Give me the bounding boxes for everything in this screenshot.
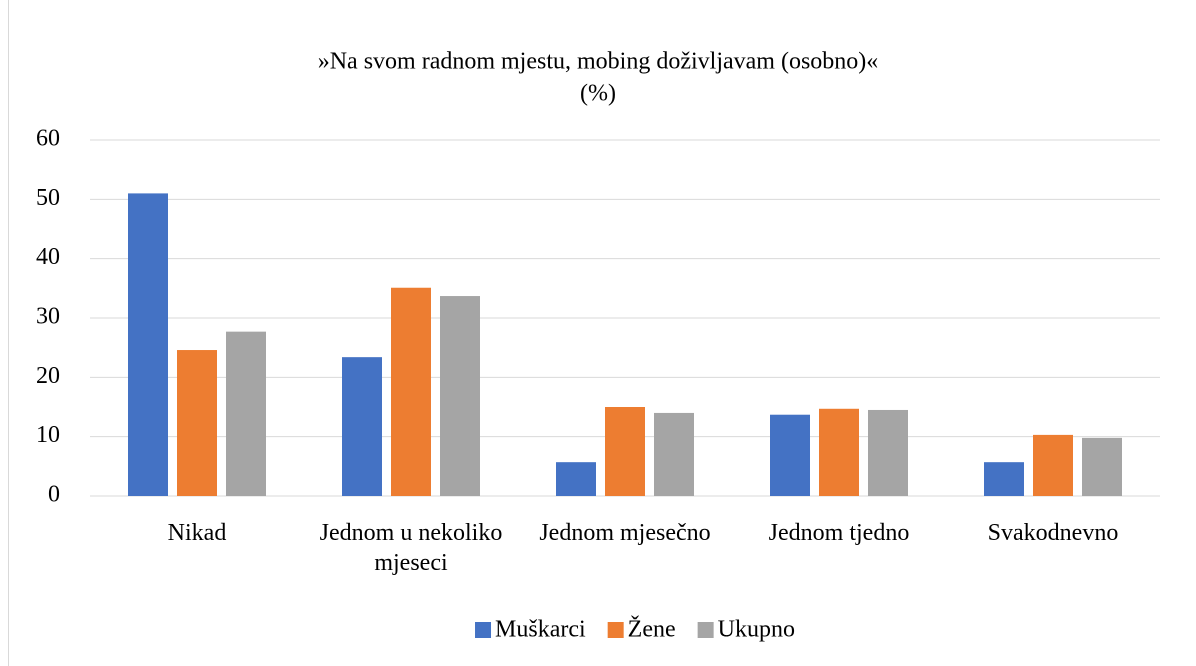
bar (556, 462, 596, 496)
y-tick-label: 0 (48, 482, 60, 508)
y-tick-label: 30 (36, 304, 60, 330)
legend-swatch (475, 622, 492, 638)
y-tick-label: 20 (36, 363, 60, 389)
bar (819, 408, 859, 496)
bar (1082, 437, 1122, 496)
bar (868, 409, 908, 496)
chart-subtitle: (%) (580, 81, 616, 107)
bar (605, 407, 645, 496)
x-tick-label: Jednom u nekoliko mjeseci (319, 520, 503, 576)
x-tick-label: Nikad (167, 520, 227, 546)
y-tick-label: 40 (36, 244, 60, 270)
bar (770, 414, 810, 496)
chart-title: »Na svom radnom mjestu, mobing doživljav… (318, 49, 879, 75)
bar (391, 287, 431, 496)
legend-label: Muškarci (495, 617, 586, 643)
legend-label: Žene (628, 617, 676, 643)
bar (984, 462, 1024, 496)
legend-swatch (607, 622, 624, 638)
bar (128, 193, 168, 496)
legend-label: Ukupno (718, 617, 795, 643)
x-tick-label: Svakodnevno (987, 520, 1119, 546)
bar (1033, 434, 1073, 496)
bar (226, 331, 266, 496)
y-tick-label: 50 (36, 185, 60, 211)
bar (440, 296, 480, 496)
legend-swatch (697, 622, 714, 638)
y-tick-label: 10 (36, 422, 60, 448)
y-tick-label: 60 (36, 126, 60, 152)
chart-frame (8, 0, 9, 666)
bar (654, 412, 694, 496)
x-tick-label: Jednom mjesečno (539, 520, 711, 546)
x-tick-label: Jednom tjedno (768, 520, 910, 546)
bar (177, 350, 217, 496)
bar (342, 357, 382, 496)
